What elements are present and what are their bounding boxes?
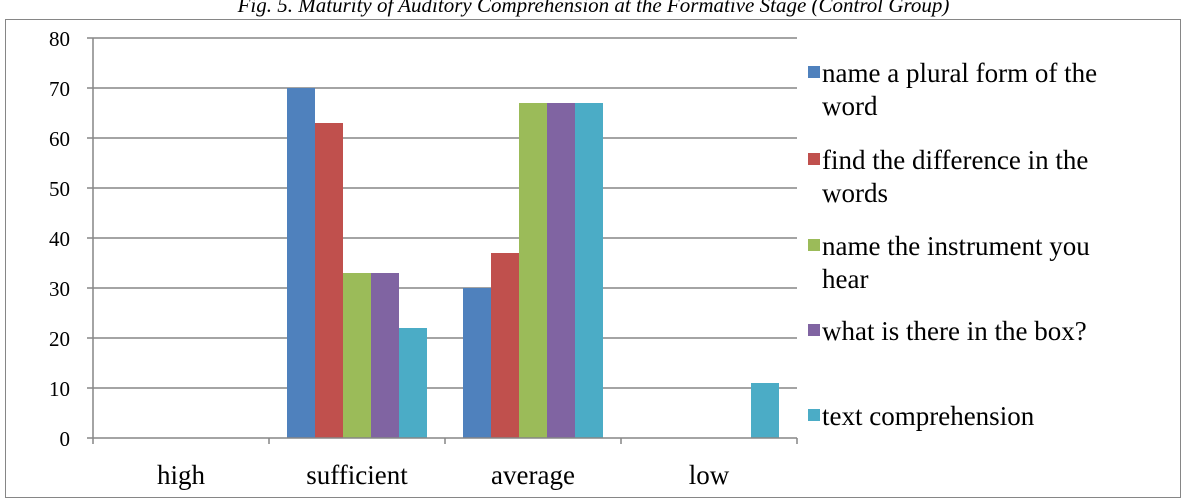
gridlines <box>93 37 797 389</box>
bar <box>287 88 315 438</box>
y-tick-label: 50 <box>49 177 70 201</box>
bar <box>399 328 427 438</box>
bar <box>315 123 343 438</box>
y-tick-label: 0 <box>60 427 71 451</box>
legend-swatch <box>808 409 820 421</box>
y-tick-label: 10 <box>49 377 70 401</box>
chart-caption: Fig. 5. Maturity of Auditory Comprehensi… <box>237 0 950 17</box>
bar <box>751 383 779 438</box>
bar <box>491 253 519 438</box>
y-tick-label: 30 <box>49 277 70 301</box>
y-tick-label: 60 <box>49 127 70 151</box>
x-tick-label: sufficient <box>306 460 408 490</box>
legend-label: name a plural form of the word <box>822 58 1097 121</box>
y-tick-label: 40 <box>49 227 70 251</box>
legend-swatch <box>808 153 820 165</box>
y-tick-label: 20 <box>49 327 70 351</box>
y-axis: 0 10 20 30 40 50 60 70 80 <box>49 27 94 451</box>
x-tick-label: low <box>689 460 730 490</box>
bar <box>371 273 399 438</box>
legend-label: what is there in the box? <box>822 316 1087 346</box>
bar <box>463 288 491 438</box>
chart-frame <box>5 19 1181 498</box>
legend-label: name the instrument you hear <box>822 231 1090 294</box>
x-tick-label: average <box>491 460 575 490</box>
y-tick-label: 80 <box>49 27 70 51</box>
legend-swatch <box>808 66 820 78</box>
legend-label: text comprehension <box>822 401 1035 431</box>
legend-swatch <box>808 324 820 336</box>
bar <box>547 103 575 438</box>
bar <box>575 103 603 438</box>
x-tick-label: high <box>157 460 206 490</box>
x-axis: high sufficient average low <box>92 437 798 490</box>
bar <box>519 103 547 438</box>
legend: name a plural form of the word find the di… <box>808 58 1097 431</box>
legend-label: find the difference in the words <box>822 145 1088 208</box>
legend-swatch <box>808 239 820 251</box>
bar <box>343 273 371 438</box>
y-tick-label: 70 <box>49 77 70 101</box>
bars <box>287 88 779 438</box>
